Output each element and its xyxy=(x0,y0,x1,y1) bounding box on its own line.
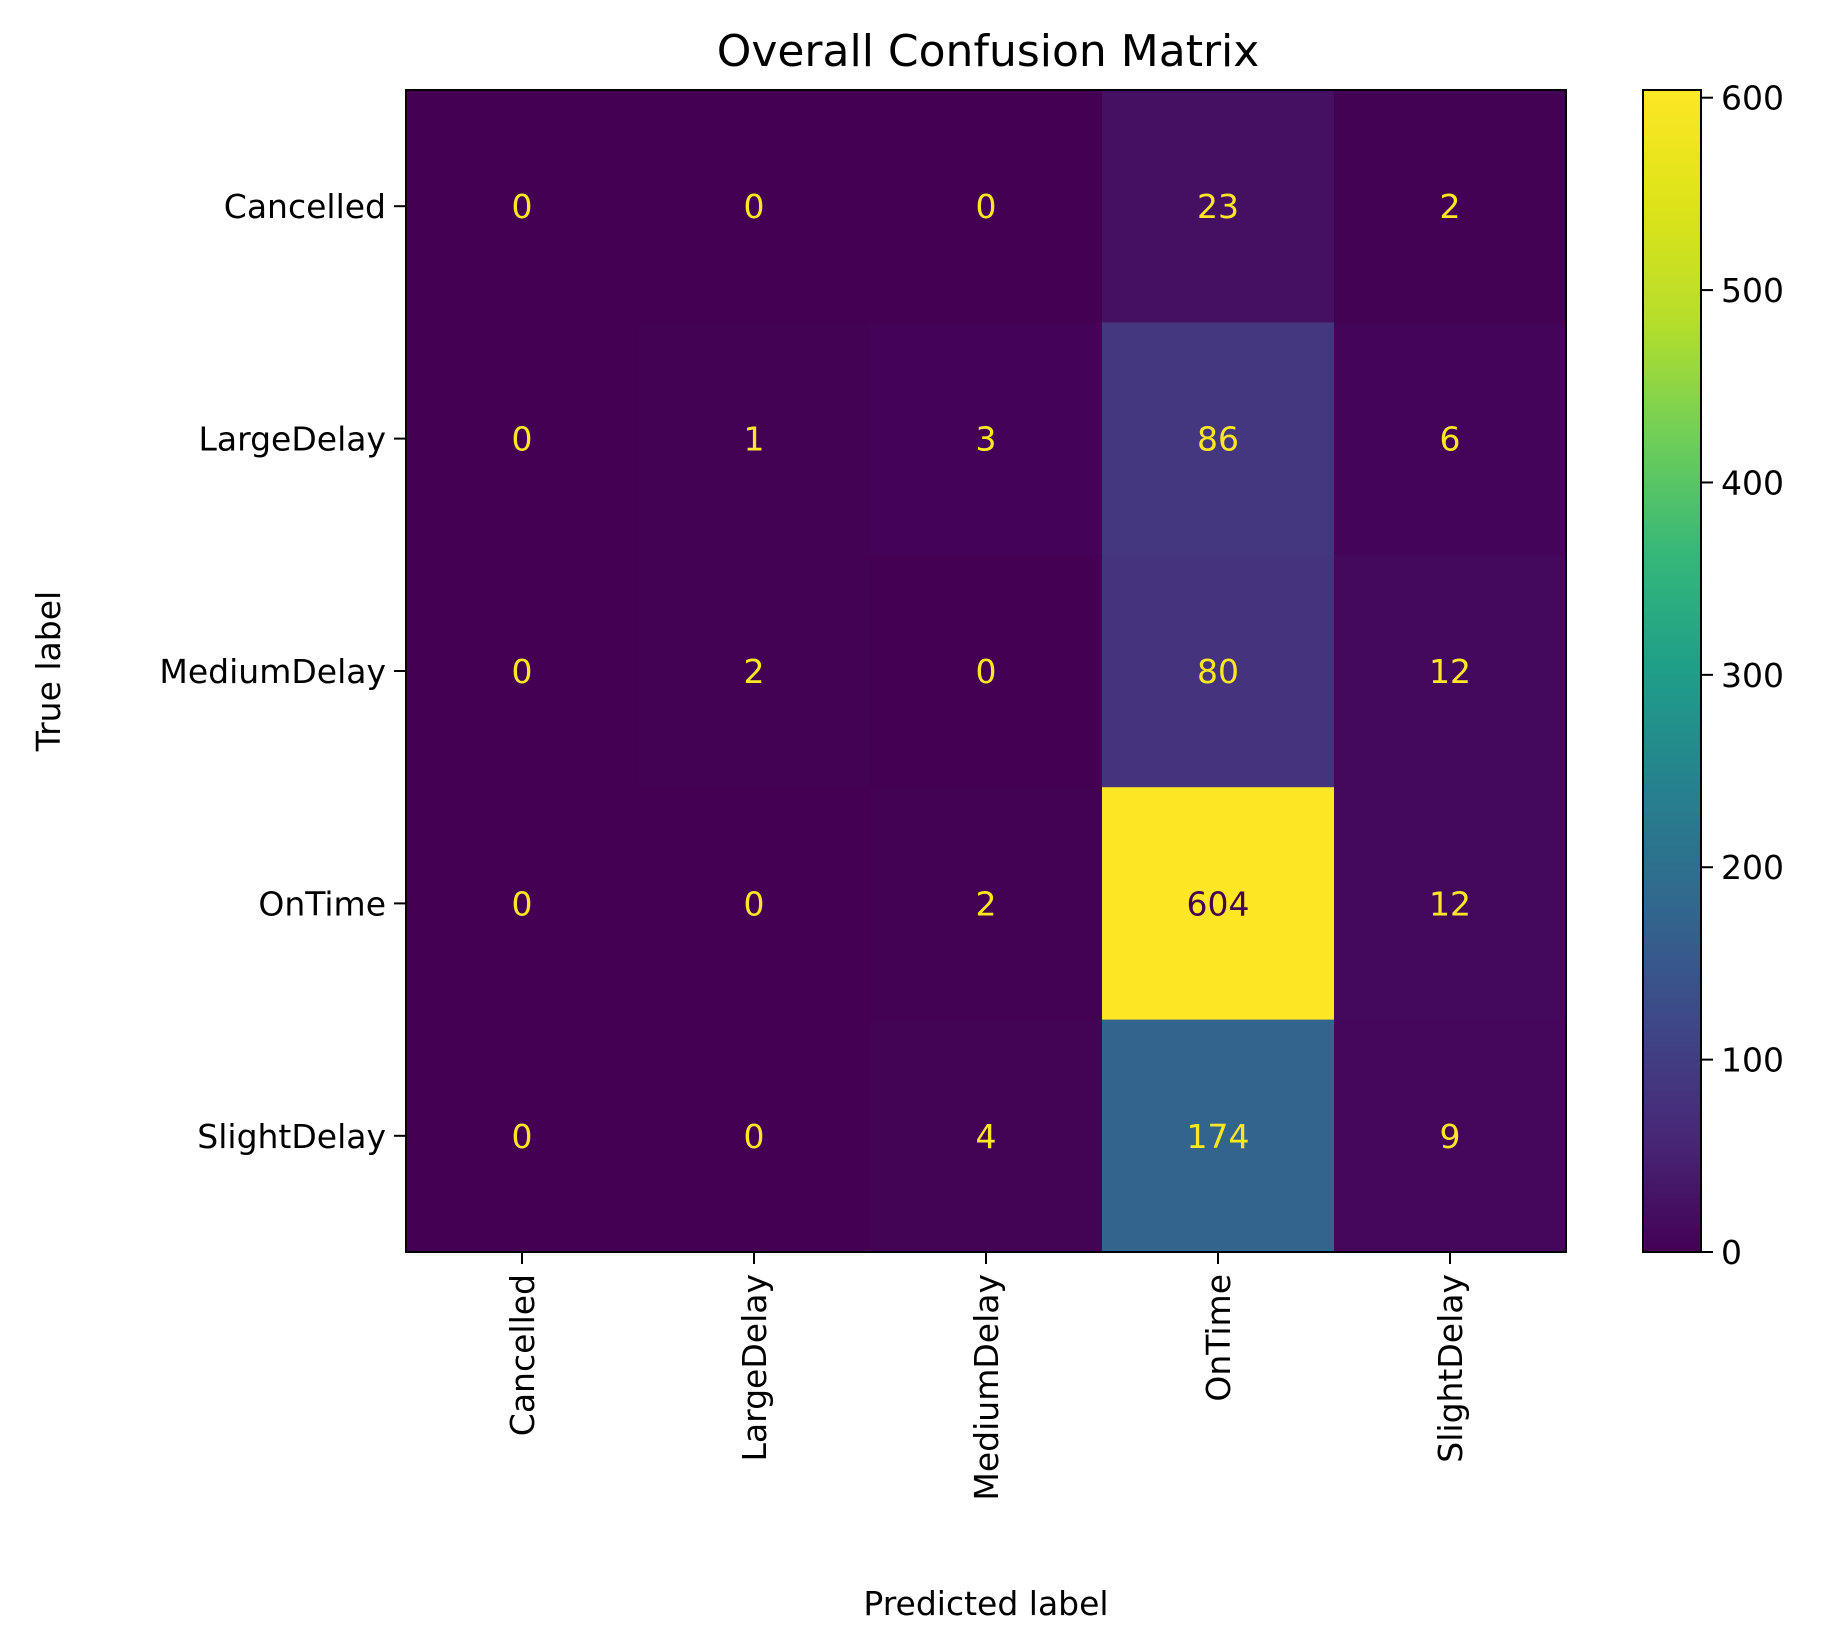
x-tick-label: Cancelled xyxy=(503,1274,542,1436)
y-axis-ticks: Cancelled LargeDelay MediumDelay OnTime Slig… xyxy=(159,187,406,1156)
heatmap-cell xyxy=(1334,90,1567,323)
cell-value-label: 0 xyxy=(512,187,533,226)
cell-value-label: 3 xyxy=(976,420,997,459)
chart-title: Overall Confusion Matrix xyxy=(717,26,1260,77)
heatmap-cell xyxy=(638,322,871,556)
x-tick-label: SlightDelay xyxy=(1431,1274,1470,1463)
heatmap-cell xyxy=(1102,1019,1335,1253)
cell-annotations: 0 0 0 23 2 0 1 3 86 6 0 2 0 80 12 0 0 2 604 12 0 0 4 174 9 xyxy=(512,187,1472,1156)
heatmap-cell xyxy=(638,787,871,1021)
heatmap-cell xyxy=(406,322,639,556)
cell-value-label: 174 xyxy=(1187,1117,1250,1156)
x-tick-label: OnTime xyxy=(1199,1274,1238,1402)
colorbar-tick-label: 0 xyxy=(1721,1233,1742,1272)
heatmap-cell xyxy=(870,1019,1103,1253)
heatmap-cell xyxy=(870,787,1103,1021)
heatmap-cell xyxy=(1102,554,1335,788)
heatmap-cell xyxy=(406,1019,639,1253)
heatmap-cell xyxy=(870,90,1103,323)
heatmap-cell xyxy=(406,554,639,788)
heatmap-cell xyxy=(870,322,1103,556)
heatmap-cell xyxy=(638,90,871,323)
cell-value-label: 2 xyxy=(744,652,765,691)
cell-value-label: 2 xyxy=(976,884,997,923)
y-tick-label: MediumDelay xyxy=(159,652,386,691)
cell-value-label: 12 xyxy=(1429,652,1471,691)
cell-value-label: 604 xyxy=(1187,884,1250,923)
heatmap-cell xyxy=(406,787,639,1021)
heatmap-cell xyxy=(1102,322,1335,556)
cell-value-label: 4 xyxy=(976,1117,997,1156)
colorbar-tick-label: 400 xyxy=(1721,463,1784,502)
heatmap-cell xyxy=(1334,1019,1567,1253)
x-axis-ticks: Cancelled LargeDelay MediumDelay OnTime Slig… xyxy=(503,1252,1470,1501)
cell-value-label: 1 xyxy=(744,420,765,459)
colorbar xyxy=(1642,89,1702,1253)
colorbar-tick-label: 300 xyxy=(1721,656,1784,695)
cell-value-label: 80 xyxy=(1197,652,1239,691)
heatmap-cell xyxy=(1102,787,1335,1021)
cell-value-label: 0 xyxy=(512,420,533,459)
cell-value-label: 86 xyxy=(1197,420,1239,459)
heatmap-cell xyxy=(638,1019,871,1253)
cell-value-label: 9 xyxy=(1440,1117,1461,1156)
heatmap-cell xyxy=(1334,554,1567,788)
y-tick-label: LargeDelay xyxy=(199,420,386,459)
cell-value-label: 0 xyxy=(744,884,765,923)
cell-value-label: 0 xyxy=(976,187,997,226)
colorbar-tick-label: 100 xyxy=(1721,1041,1784,1080)
heatmap-cells xyxy=(406,90,1567,1253)
x-tick-label: LargeDelay xyxy=(735,1274,774,1461)
heatmap-cell xyxy=(1334,787,1567,1021)
cell-value-label: 2 xyxy=(1440,187,1461,226)
cell-value-label: 0 xyxy=(512,1117,533,1156)
heatmap-cell xyxy=(1102,90,1335,323)
cell-value-label: 12 xyxy=(1429,884,1471,923)
x-axis-label: Predicted label xyxy=(863,1584,1108,1623)
cell-value-label: 23 xyxy=(1197,187,1239,226)
heatmap-cell xyxy=(870,554,1103,788)
y-tick-label: Cancelled xyxy=(224,187,386,226)
heatmap-cell xyxy=(638,554,871,788)
heatmap-cell xyxy=(406,90,639,323)
x-tick-label: MediumDelay xyxy=(967,1274,1006,1501)
colorbar-tick-label: 500 xyxy=(1721,271,1784,310)
y-axis-label: True label xyxy=(29,591,68,752)
colorbar-ticks: 0 100 200 300 400 500 600 xyxy=(1701,79,1784,1272)
y-tick-label: OnTime xyxy=(258,884,386,923)
colorbar-tick-label: 200 xyxy=(1721,848,1784,887)
y-tick-label: SlightDelay xyxy=(197,1117,386,1156)
cell-value-label: 6 xyxy=(1440,420,1461,459)
cell-value-label: 0 xyxy=(512,652,533,691)
heatmap-cell xyxy=(1334,322,1567,556)
cell-value-label: 0 xyxy=(744,1117,765,1156)
cell-value-label: 0 xyxy=(976,652,997,691)
cell-value-label: 0 xyxy=(512,884,533,923)
colorbar-tick-label: 600 xyxy=(1721,79,1784,118)
cell-value-label: 0 xyxy=(744,187,765,226)
